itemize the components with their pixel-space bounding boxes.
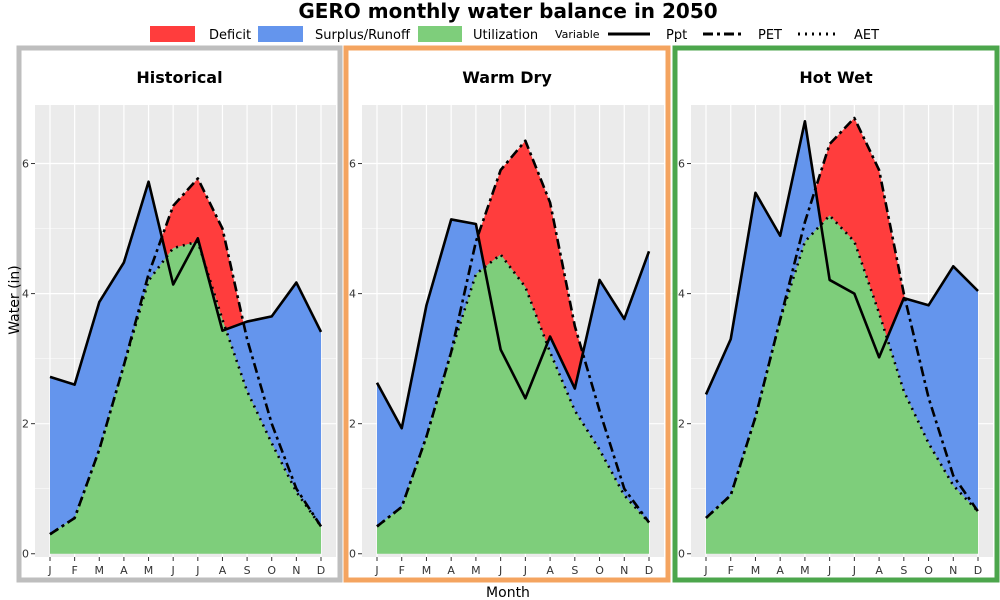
x-tick-label: A [875,564,883,577]
panel-border [343,45,671,583]
y-tick-label: 2 [678,418,685,431]
area-utilization [706,215,978,554]
legend: Deficit Surplus/Runoff Utilization Variable… [150,26,879,43]
x-tick-label: O [924,564,933,577]
y-tick-label: 6 [22,158,29,171]
y-axis-title: Water (in) [7,265,23,335]
y-tick-label: 6 [349,158,356,171]
legend-swatch-2 [418,26,462,42]
line-aet [49,240,323,536]
x-tick-label: A [546,564,554,577]
legend-line-label-2: AET [854,28,879,43]
y-tick-label: 4 [678,288,685,301]
area-utilization [50,241,321,554]
line-ppt [375,218,651,430]
y-tick-label: 0 [22,548,29,561]
x-tick-label: D [645,564,653,577]
y-tick-label: 4 [22,288,29,301]
legend-label-2: Utilization [473,28,538,43]
y-tick-label: 2 [349,418,356,431]
x-tick-label: M [751,564,761,577]
x-tick-label: M [422,564,432,577]
x-tick-label: O [595,564,604,577]
x-tick-label: A [776,564,784,577]
x-tick-label: S [571,564,578,577]
panel-2: 0 2 4 6 J F M A M J J A S O N D Hot Wet [672,45,1000,583]
line-pet [705,116,980,519]
x-tick-label: D [974,564,982,577]
area-surplus [706,121,978,518]
legend-swatch-0 [150,26,195,42]
y-tick-label: 2 [22,418,29,431]
x-tick-label: M [144,564,154,577]
x-tick-label: N [292,564,300,577]
x-tick-label: M [95,564,105,577]
x-tick-label: J [523,564,527,577]
x-tick-label: F [71,564,77,577]
x-tick-label: J [703,564,707,577]
x-tick-label: F [728,564,734,577]
x-tick-label: A [219,564,227,577]
y-tick-label: 0 [678,548,685,561]
x-tick-label: S [900,564,907,577]
x-tick-label: N [620,564,628,577]
y-tick-label: 6 [678,158,685,171]
x-tick-label: J [171,564,175,577]
x-tick-label: J [827,564,831,577]
legend-label-0: Deficit [209,28,251,43]
y-tick-label: 4 [349,288,356,301]
area-utilization [377,254,649,554]
panel-0: 0 2 4 6 J F M A M J J A S O N D Historical [16,45,343,583]
x-tick-label: M [800,564,810,577]
x-tick-label: J [195,564,199,577]
chart-title: GERO monthly water balance in 2050 [298,0,717,23]
panels: 0 2 4 6 J F M A M J J A S O N D Historical 0 2 4 6 J F M A M J J A S O… [16,45,1000,583]
legend-line-title: Variable [555,28,600,41]
x-tick-label: J [498,564,502,577]
x-tick-label: J [374,564,378,577]
legend-line-label-1: PET [758,28,782,43]
y-tick-label: 0 [349,548,356,561]
legend-label-1: Surplus/Runoff [315,28,411,43]
x-axis-title: Month [486,585,530,600]
x-tick-label: F [399,564,405,577]
line-aet [705,214,979,519]
panel-border [16,45,343,583]
legend-line-label-0: Ppt [666,28,687,43]
x-tick-label: M [471,564,481,577]
x-tick-label: O [267,564,276,577]
x-tick-label: A [447,564,455,577]
x-tick-label: N [949,564,957,577]
x-tick-label: J [47,564,51,577]
line-pet [376,139,651,528]
panel-title: Warm Dry [462,68,552,87]
line-ppt [49,180,323,386]
x-tick-label: S [244,564,251,577]
panel-border [672,45,1000,583]
panel-title: Historical [136,68,222,87]
x-tick-label: A [120,564,128,577]
legend-swatch-1 [258,26,303,42]
line-ppt [704,119,979,395]
panel-title: Hot Wet [799,68,873,87]
x-tick-label: D [317,564,325,577]
x-tick-label: J [852,564,856,577]
line-pet [49,177,323,536]
panel-1: 0 2 4 6 J F M A M J J A S O N D Warm Dry [343,45,671,583]
